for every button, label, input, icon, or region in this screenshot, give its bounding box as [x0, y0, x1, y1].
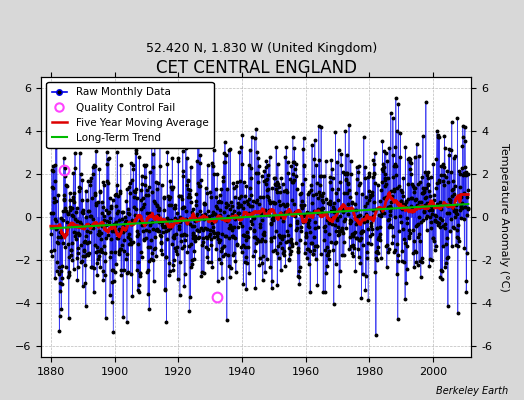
Y-axis label: Temperature Anomaly (°C): Temperature Anomaly (°C)	[499, 143, 509, 292]
Legend: Raw Monthly Data, Quality Control Fail, Five Year Moving Average, Long-Term Tren: Raw Monthly Data, Quality Control Fail, …	[47, 82, 214, 148]
Text: Berkeley Earth: Berkeley Earth	[436, 386, 508, 396]
Text: 52.420 N, 1.830 W (United Kingdom): 52.420 N, 1.830 W (United Kingdom)	[146, 42, 378, 55]
Title: CET CENTRAL ENGLAND: CET CENTRAL ENGLAND	[156, 59, 357, 77]
